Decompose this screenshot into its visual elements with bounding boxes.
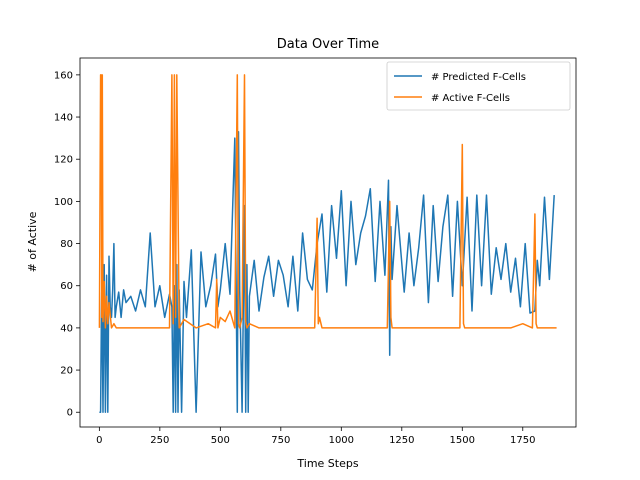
x-tick-label: 500: [211, 435, 230, 446]
x-tick-label: 1250: [389, 435, 414, 446]
y-tick-label: 140: [54, 113, 73, 124]
x-tick-label: 250: [150, 435, 169, 446]
y-tick-label: 60: [60, 281, 73, 292]
plot-area: [98, 74, 557, 413]
legend-label-predicted: # Predicted F-Cells: [431, 72, 526, 83]
legend-frame: [386, 61, 571, 111]
x-tick-label: 1750: [510, 435, 535, 446]
series-line-active: [98, 74, 557, 329]
x-tick-label: 750: [271, 435, 290, 446]
x-axis: 0 250 500 750 1000 1250 1500 1750: [96, 427, 535, 446]
legend: # Predicted F-Cells # Active F-Cells: [386, 61, 571, 111]
axes-frame: [79, 57, 577, 428]
x-tick-label: 0: [96, 435, 102, 446]
legend-label-active: # Active F-Cells: [431, 93, 510, 104]
y-tick-label: 40: [60, 323, 73, 334]
y-tick-label: 120: [54, 155, 73, 166]
y-axis-label: # of Active: [26, 211, 39, 272]
y-tick-label: 160: [54, 70, 73, 81]
series-line-predicted: [99, 131, 555, 413]
y-tick-label: 0: [67, 408, 73, 419]
y-tick-label: 20: [60, 366, 73, 377]
x-tick-label: 1500: [450, 435, 475, 446]
x-tick-label: 1000: [329, 435, 354, 446]
y-tick-label: 80: [60, 239, 73, 250]
y-tick-label: 100: [54, 197, 73, 208]
chart-title: Data Over Time: [277, 37, 379, 52]
x-axis-label: Time Steps: [296, 457, 358, 470]
y-axis: 0 20 40 60 80 100 120 140 160: [54, 70, 80, 419]
